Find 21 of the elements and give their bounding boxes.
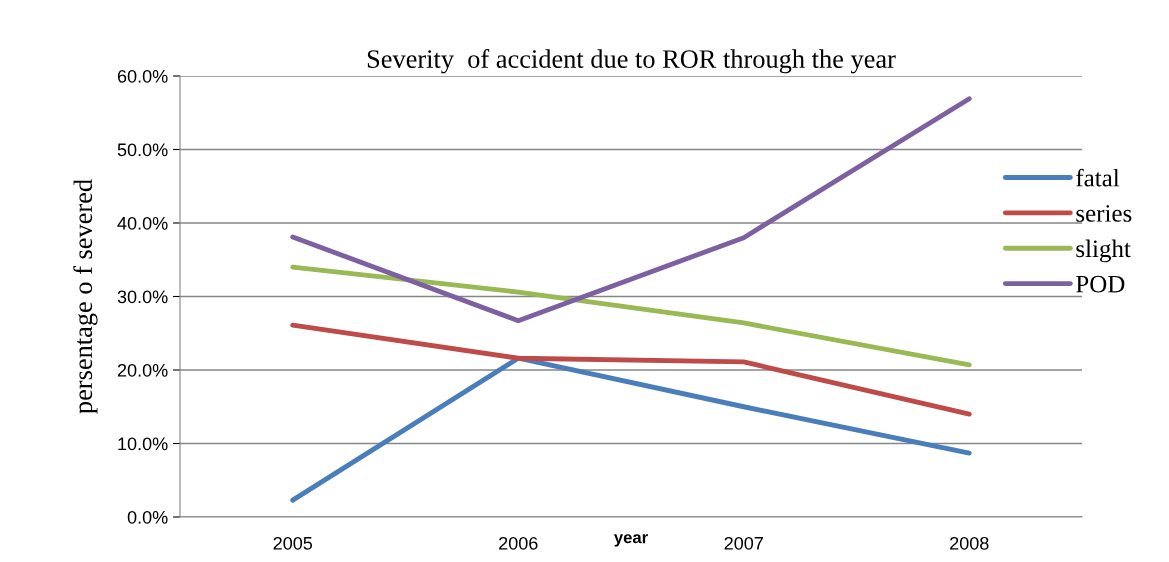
y-tick-label: 30.0% <box>117 290 168 304</box>
x-tick-label: 2006 <box>499 536 538 550</box>
chart-title: Severity of accident due to ROR through the year <box>367 49 896 74</box>
line-series <box>290 96 972 324</box>
x-tick-label: 2005 <box>273 536 313 550</box>
x-tick-label: 2007 <box>724 536 763 550</box>
y-tick-label: 40.0% <box>117 216 168 230</box>
line-series <box>290 264 972 368</box>
legend-label: fatal <box>1076 168 1120 187</box>
legend-label: series <box>1076 205 1132 222</box>
y-tick-label: 10.0% <box>118 437 168 451</box>
legend-label: POD <box>1076 275 1125 293</box>
x-tick-label: 2008 <box>950 536 989 550</box>
y-tick-label: 0.0% <box>127 510 168 524</box>
y-tick-label: 20.0% <box>117 363 168 377</box>
y-axis-title: persentage o f severed <box>73 179 98 414</box>
line-series <box>290 322 972 417</box>
legend-label: slight <box>1076 239 1131 263</box>
y-tick-label: 50.0% <box>117 143 168 157</box>
y-tick-label: 60.0% <box>117 69 168 83</box>
x-axis-title: year <box>613 534 648 547</box>
